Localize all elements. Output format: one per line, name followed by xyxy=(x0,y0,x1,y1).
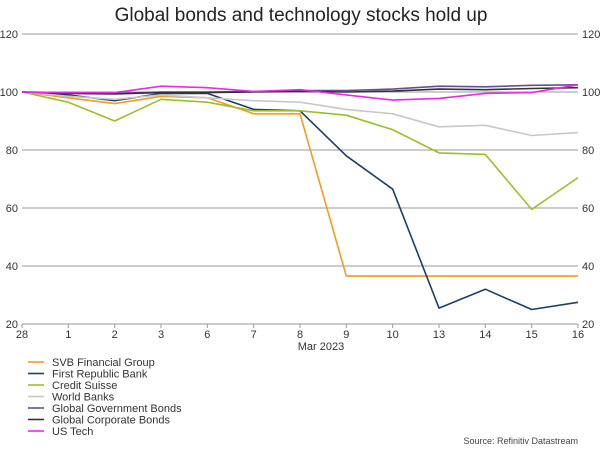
legend-label: SVB Financial Group xyxy=(52,357,155,369)
series-line-world-banks xyxy=(21,91,579,137)
x-tick-label: 16 xyxy=(572,329,584,341)
x-tick-label: 8 xyxy=(297,329,303,341)
x-axis-label: Mar 2023 xyxy=(298,341,344,353)
x-tick-label: 28 xyxy=(16,329,28,341)
x-tick-label: 3 xyxy=(158,329,164,341)
x-tick-label: 15 xyxy=(526,329,538,341)
legend-label: Credit Suisse xyxy=(52,380,117,392)
y-tick-right: 100 xyxy=(582,87,600,99)
x-tick-label: 7 xyxy=(251,329,257,341)
y-tick-right: 60 xyxy=(582,203,594,215)
y-tick-right: 120 xyxy=(582,29,600,41)
x-tick-label: 1 xyxy=(65,329,71,341)
y-tick-left: 120 xyxy=(0,29,18,41)
chart-title: Global bonds and technology stocks hold … xyxy=(115,5,488,26)
x-tick-label: 10 xyxy=(387,329,399,341)
source-note: Source: Refinitiv Datastream xyxy=(463,436,578,446)
y-tick-right: 80 xyxy=(582,145,594,157)
series-lines xyxy=(21,84,579,311)
x-tick-label: 9 xyxy=(343,329,349,341)
y-tick-left: 20 xyxy=(6,319,18,331)
y-tick-left: 60 xyxy=(6,203,18,215)
x-tick-label: 6 xyxy=(204,329,210,341)
x-tick-label: 13 xyxy=(433,329,445,341)
series-line-credit-suisse xyxy=(21,91,579,211)
series-line-us-tech xyxy=(21,84,579,101)
y-tick-left: 100 xyxy=(0,87,18,99)
y-axis-left: 20 40 60 80 100 120 xyxy=(0,29,18,331)
x-axis: 28 1 2 3 6 7 8 9 10 13 14 15 16 xyxy=(16,324,584,341)
grid xyxy=(22,33,578,325)
x-tick-label: 2 xyxy=(112,329,118,341)
y-tick-left: 40 xyxy=(6,261,18,273)
y-tick-left: 80 xyxy=(6,145,18,157)
y-axis-right: 20 40 60 80 100 120 xyxy=(582,29,600,331)
series-line-global-corporate-bonds xyxy=(21,86,579,95)
y-tick-right: 40 xyxy=(582,261,594,273)
series-line-svb-financial-group xyxy=(21,91,578,277)
legend-label: US Tech xyxy=(52,426,93,438)
x-tick-label: 14 xyxy=(479,329,491,341)
legend-label: World Banks xyxy=(52,392,115,404)
legend-label: Global Corporate Bonds xyxy=(52,415,171,427)
y-tick-right: 20 xyxy=(582,319,594,331)
legend-label: Global Government Bonds xyxy=(52,403,182,415)
legend-label: First Republic Bank xyxy=(52,369,148,381)
